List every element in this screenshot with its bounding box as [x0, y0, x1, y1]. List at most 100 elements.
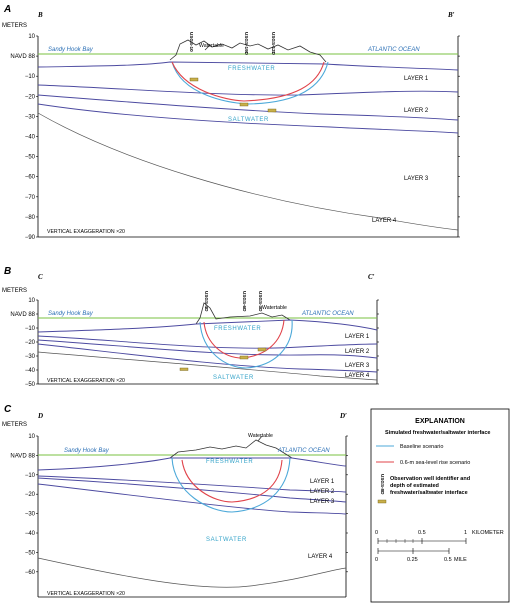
panel-b-axis-title: METERS [2, 288, 27, 294]
tick-label: −50 [25, 550, 36, 556]
panel-b-layer3-base [37, 343, 378, 373]
panel-a-layer3-top [37, 103, 459, 134]
panel-c-ocean-label: ATLANTIC OCEAN [277, 448, 330, 454]
panel-b-well-3: USGS-3D [258, 291, 263, 312]
panel-a-obs-well-marker-3 [267, 108, 277, 113]
mile-label-025: 0.25 [407, 557, 418, 563]
panel-c-start-label: D [37, 412, 43, 420]
tick-label: −30 [25, 354, 36, 360]
panel-a-obs-well-marker-1 [189, 77, 199, 82]
obs-well-legend-label: Observation well identifier and depth of … [390, 476, 470, 496]
panel-a-layer-4-label: LAYER 4 [372, 218, 397, 224]
km-unit: KILOMETER [472, 530, 504, 536]
tick-label: NAVD 88 [10, 312, 35, 318]
panel-a-watertable-label: Watertable [199, 43, 224, 49]
km-label-05: 0.5 [418, 530, 426, 536]
panel-a-saltwater-label: SALTWATER [228, 117, 269, 123]
panel-a-well-3: USGS-12D [271, 32, 276, 56]
baseline-legend-label: Baseline scenario [400, 444, 443, 450]
tick-label: −50 [25, 382, 36, 388]
panel-a-obs-well-marker-2 [239, 102, 249, 107]
panel-c-land-surface [169, 439, 293, 459]
explanation-subtitle: Simulated freshwater/saltwater interface [385, 430, 490, 436]
panel-b-obs-well-marker-2 [257, 347, 267, 352]
legend-obs-well-marker [377, 499, 387, 504]
panel-a-well-2: USGS-19D [244, 32, 249, 56]
panel-a-ocean-label: ATLANTIC OCEAN [367, 47, 420, 53]
panel-b-freshwater-label: FRESHWATER [214, 326, 261, 332]
panel-b-layer4-top [37, 351, 378, 381]
tick-label: −90 [25, 235, 36, 241]
panel-c-letter: C [4, 404, 12, 415]
panel-a-watertable-leader [204, 44, 211, 51]
panel-b-exaggeration: VERTICAL EXAGGERATION ×20 [47, 378, 125, 384]
tick-label: −10 [25, 473, 36, 479]
panel-b-watertable-label: Watertable [262, 305, 287, 311]
panel-a-well-1: USGS-10 [189, 32, 194, 52]
panel-c-layer-3-label: LAYER 3 [310, 499, 335, 505]
panel-c-baseline-interface [171, 457, 291, 513]
panel-b-layer-4-label: LAYER 4 [345, 373, 370, 379]
panel-a-end-label: B′ [447, 11, 455, 19]
panel-c-layer-1-label: LAYER 1 [310, 479, 335, 485]
tick-label: 10 [28, 34, 35, 40]
panel-b-end-label: C′ [368, 273, 375, 281]
panel-c-layer4-top [37, 557, 347, 588]
panel-c-layer-4-label: LAYER 4 [308, 554, 333, 560]
panel-c-layer-2-label: LAYER 2 [310, 489, 335, 495]
panel-a-bay-label: Sandy Hook Bay [48, 47, 94, 53]
panel-c-watertable-label: Watertable [248, 433, 273, 439]
panel-b-layer1-base [37, 335, 378, 349]
panel-b-bay-label: Sandy Hook Bay [48, 311, 94, 317]
panel-b-start-label: C [38, 273, 43, 281]
panel-b-layer-1-label: LAYER 1 [345, 334, 370, 340]
panel-c-rise-interface [181, 459, 283, 503]
panel-b-layer2-base [37, 339, 378, 359]
panel-a: A B B′ METERS 10 NAVD 88 −10 −20 −30 −40 −50 −6… [2, 4, 460, 241]
panel-a-layer-3-label: LAYER 3 [404, 176, 429, 182]
panel-c-freshwater-label: FRESHWATER [206, 459, 253, 465]
tick-label: NAVD 88 [10, 453, 35, 459]
tick-label: −20 [25, 340, 36, 346]
tick-label: −40 [25, 368, 36, 374]
tick-label: −70 [25, 195, 36, 201]
panel-a-axis-title: METERS [2, 23, 27, 29]
panel-c-layer1-base [37, 475, 347, 493]
panel-c-tick-labels: 10 NAVD 88 −10 −20 −30 −40 −50 −60 [10, 434, 348, 576]
tick-label: −60 [25, 570, 36, 576]
panel-a-layer2-base [37, 94, 459, 121]
tick-label: 10 [28, 298, 35, 304]
mile-label-0: 0 [375, 557, 378, 563]
panel-a-layer1-base [37, 84, 459, 96]
panel-b-letter: B [4, 266, 11, 277]
tick-label: −30 [25, 114, 36, 120]
tick-label: −20 [25, 94, 36, 100]
obs-well-legend-line: depth of estimated [390, 483, 439, 489]
panel-a-freshwater-label: FRESHWATER [228, 66, 275, 72]
tick-label: −80 [25, 215, 36, 221]
panel-b-land-surface [195, 302, 291, 325]
panel-b-tick-labels: 10 NAVD 88 −10 −20 −30 −40 −50 [10, 298, 379, 388]
tick-label: 10 [28, 434, 35, 440]
tick-label: −60 [25, 175, 36, 181]
tick-label: −20 [25, 492, 36, 498]
panel-c-exaggeration: VERTICAL EXAGGERATION ×20 [47, 591, 125, 597]
panel-c-layer3-base [37, 483, 347, 515]
panel-b-layer-3-label: LAYER 3 [345, 363, 370, 369]
panel-c-layer1-top [37, 457, 347, 471]
panel-c-layer2-base [37, 477, 347, 503]
mile-label-05: 0.5 [444, 557, 452, 563]
tick-label: NAVD 88 [10, 54, 35, 60]
km-label-0: 0 [375, 530, 378, 536]
tick-label: −40 [25, 135, 36, 141]
panel-b-obs-well-marker-1 [239, 355, 249, 360]
panel-b-saltwater-label: SALTWATER [213, 375, 254, 381]
panel-c-end-label: D′ [339, 412, 347, 420]
tick-label: −10 [25, 326, 36, 332]
panel-c: C D D′ METERS 10 NAVD 88 −10 −20 −30 −40 −50 −6… [2, 404, 348, 598]
panel-a-tick-labels: 10 NAVD 88 −10 −20 −30 −40 −50 −60 −70 −80 −90 [10, 34, 460, 241]
panel-b-well-1: USGS-4D [204, 291, 209, 312]
explanation-box: EXPLANATION Simulated freshwater/saltwat… [370, 408, 510, 603]
